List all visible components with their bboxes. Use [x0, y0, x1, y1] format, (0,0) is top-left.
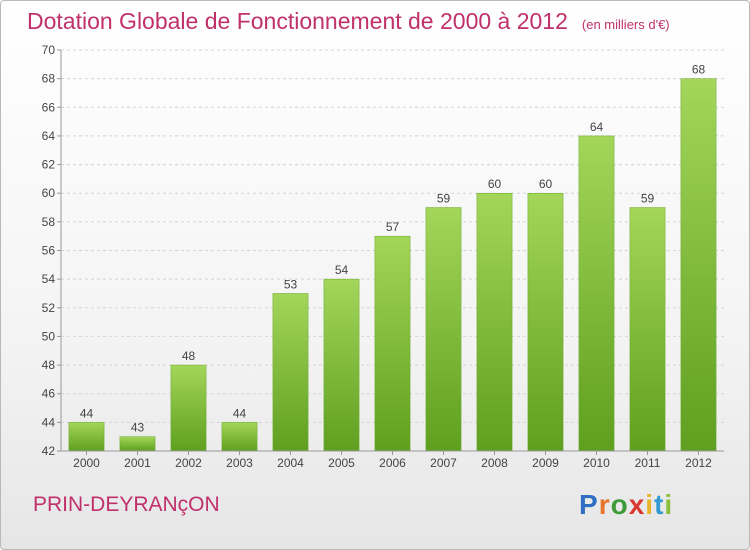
y-tick-label: 60: [42, 186, 56, 200]
x-tick-label: 2004: [277, 456, 304, 470]
x-tick-label: 2012: [685, 456, 712, 470]
x-tick-label: 2008: [481, 456, 508, 470]
y-tick-label: 46: [42, 387, 56, 401]
data-label: 60: [539, 177, 553, 191]
y-tick-label: 56: [42, 244, 56, 258]
y-tick-label: 50: [42, 329, 56, 343]
x-tick-label: 2011: [635, 456, 661, 470]
data-labels: 44 43 48 44 53 54 57 59 60 60 64 59 68: [80, 63, 706, 435]
bar-2007: [425, 207, 462, 452]
bar-2003: [221, 422, 258, 452]
x-tick-label: 2010: [583, 456, 610, 470]
bars: [68, 78, 717, 452]
x-tick-label: 2005: [328, 456, 355, 470]
data-label: 44: [80, 406, 94, 420]
x-tick-label: 2003: [226, 456, 253, 470]
y-tick-label: 70: [42, 43, 56, 57]
y-tick-label: 66: [42, 100, 56, 114]
x-tick-label: 2007: [430, 456, 457, 470]
logo-letter: t: [654, 489, 665, 520]
logo-letter: x: [628, 489, 646, 520]
y-tick-label: 64: [42, 129, 56, 143]
y-tick-label: 48: [42, 358, 56, 372]
title-text: Dotation Globale de Fonctionnement de 20…: [27, 8, 568, 34]
logo-letter: i: [664, 489, 674, 520]
bar-2008: [476, 192, 513, 452]
bar-2011: [629, 207, 666, 452]
data-label: 54: [335, 263, 349, 277]
city-name: PRIN-DEYRANçON: [33, 493, 220, 516]
data-label: 44: [233, 406, 247, 420]
bar-2010: [578, 135, 615, 452]
bar-2012: [680, 78, 717, 452]
bar-2002: [170, 364, 207, 452]
y-tick-label: 62: [42, 158, 56, 172]
chart-subtitle: (en milliers d'€): [581, 17, 670, 32]
bar-2009: [527, 192, 564, 452]
logo-letter: P: [579, 489, 599, 520]
data-label: 53: [284, 277, 298, 291]
y-tick-label: 44: [42, 415, 56, 429]
x-axis-ticks: 2000 2001 2002 2003 2004 2005 2006 2007 2008 2009…: [73, 451, 712, 470]
bar-2004: [272, 293, 309, 452]
proxiti-logo: Proxiti: [579, 489, 673, 521]
data-label: 43: [131, 421, 145, 435]
y-tick-label: 58: [42, 215, 56, 229]
y-tick-label: 54: [42, 272, 56, 286]
data-label: 64: [590, 120, 604, 134]
x-tick-label: 2002: [175, 456, 202, 470]
data-label: 48: [182, 349, 196, 363]
bar-2005: [323, 278, 360, 452]
data-label: 59: [437, 192, 451, 206]
y-tick-label: 42: [42, 444, 56, 458]
y-tick-label: 52: [42, 301, 56, 315]
x-tick-label: 2000: [73, 456, 100, 470]
logo-letter: r: [598, 489, 611, 520]
x-tick-label: 2006: [379, 456, 406, 470]
y-axis-ticks: 42 44 46 48 50 52 54 56 58 60 62 64 66 68 70: [42, 43, 61, 458]
data-label: 60: [488, 177, 502, 191]
x-tick-label: 2009: [532, 456, 559, 470]
data-label: 59: [641, 192, 655, 206]
chart-title: Dotation Globale de Fonctionnement de 20…: [27, 8, 670, 35]
logo-letter: i: [645, 489, 655, 520]
data-label: 68: [692, 63, 706, 77]
x-tick-label: 2001: [124, 456, 151, 470]
bar-2006: [374, 235, 411, 452]
data-label: 57: [386, 220, 400, 234]
bar-2001: [119, 436, 156, 452]
bar-2000: [68, 422, 105, 452]
logo-letter: o: [610, 489, 629, 520]
y-tick-label: 68: [42, 72, 56, 86]
